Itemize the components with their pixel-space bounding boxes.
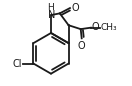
Text: O: O xyxy=(77,41,85,51)
Text: Cl: Cl xyxy=(12,58,22,69)
Text: H: H xyxy=(47,3,54,12)
Text: O: O xyxy=(92,22,100,32)
Text: CH₃: CH₃ xyxy=(100,23,117,32)
Text: O: O xyxy=(71,3,79,13)
Text: N: N xyxy=(48,10,55,20)
